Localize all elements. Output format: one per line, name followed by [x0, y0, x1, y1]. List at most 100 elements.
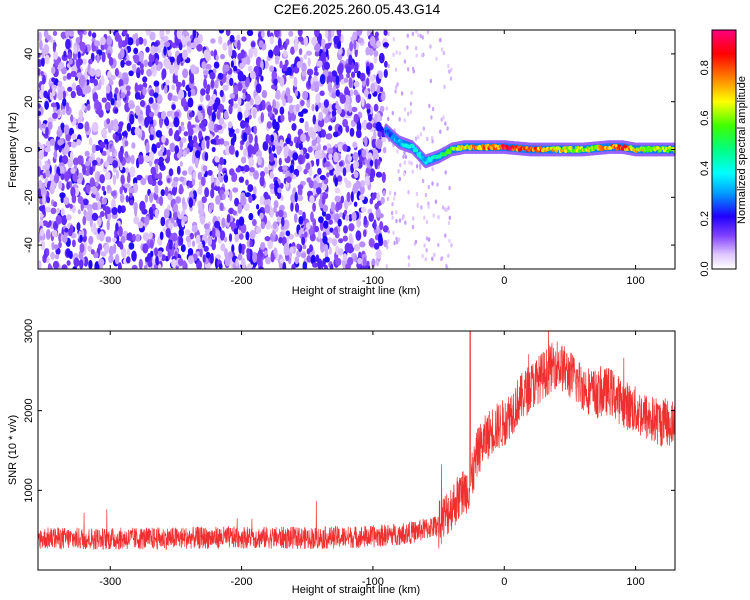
- spectrogram-noise-speck: [347, 155, 352, 162]
- spectrogram-noise-speck: [228, 233, 233, 242]
- spectrogram-noise-speck: [196, 43, 203, 52]
- spectrogram-noise-speck: [302, 244, 307, 250]
- spectrogram-noise-speck: [357, 37, 364, 43]
- spectrogram-noise-speck: [103, 132, 107, 140]
- y-tick-label: 40: [23, 48, 35, 60]
- spectrogram-noise-speck: [302, 261, 308, 269]
- spectrogram-noise-speck: [439, 37, 442, 43]
- x-tick-label: 0: [501, 275, 507, 287]
- spectrogram-noise-speck: [140, 100, 146, 107]
- spectrogram-noise-speck: [301, 236, 306, 246]
- spectrogram-noise-speck: [161, 135, 166, 144]
- spectrogram-noise-speck: [392, 230, 395, 235]
- spectrogram-noise-speck: [416, 202, 420, 207]
- spectrogram-noise-speck: [361, 97, 365, 107]
- spectrogram-noise-speck: [369, 168, 376, 179]
- spectrogram-noise-speck: [240, 257, 246, 269]
- spectrogram-noise-speck: [133, 54, 140, 64]
- spectrogram-noise-speck: [197, 171, 203, 181]
- spectrogram-noise-speck: [86, 103, 91, 111]
- spectrogram-noise-speck: [298, 216, 304, 225]
- spectrogram-noise-speck: [423, 243, 426, 248]
- spectrogram-noise-speck: [164, 186, 169, 197]
- spectrogram-noise-speck: [327, 34, 331, 42]
- spectrogram-noise-speck: [62, 90, 66, 99]
- spectrogram-noise-speck: [79, 234, 83, 242]
- spectrogram-noise-speck: [277, 187, 282, 194]
- spectrogram-noise-speck: [421, 35, 424, 40]
- spectrogram-noise-speck: [171, 95, 178, 102]
- spectrogram-noise-speck: [381, 137, 387, 143]
- spectrogram-noise-speck: [193, 37, 200, 46]
- spectrogram-ridge-core: [538, 146, 543, 150]
- spectrogram-noise-speck: [108, 80, 114, 86]
- spectrogram-noise-speck: [362, 256, 367, 267]
- spectrogram-noise-speck: [335, 245, 340, 255]
- spectrogram-noise-speck: [337, 144, 343, 153]
- spectrogram-noise-speck: [274, 121, 280, 132]
- spectrogram-noise-speck: [139, 63, 144, 70]
- spectrogram-noise-speck: [245, 93, 251, 102]
- spectrogram-noise-speck: [153, 80, 160, 87]
- spectrogram-noise-speck: [398, 117, 401, 122]
- spectrogram-noise-speck: [220, 53, 225, 60]
- spectrogram-noise-speck: [409, 109, 413, 115]
- spectrogram-noise-speck: [56, 207, 60, 214]
- spectrogram-noise-speck: [57, 80, 63, 88]
- spectrogram-noise-speck: [89, 217, 94, 228]
- spectrogram-noise-speck: [127, 37, 134, 46]
- spectrogram-noise-speck: [167, 222, 173, 228]
- spectrogram-noise-speck: [425, 248, 428, 253]
- spectrogram-noise-speck: [229, 215, 234, 223]
- spectrogram-noise-speck: [209, 72, 216, 80]
- spectrogram-noise-speck: [304, 120, 309, 132]
- spectrogram-noise-speck: [219, 89, 224, 98]
- spectrogram-noise-speck: [411, 169, 414, 174]
- spectrogram-noise-speck: [62, 75, 67, 82]
- spectrogram-noise-speck: [182, 170, 188, 176]
- spectrogram-noise-speck: [169, 142, 176, 153]
- spectrogram-noise-speck: [306, 68, 314, 76]
- spectrogram-noise-speck: [205, 94, 211, 101]
- spectrogram-noise-speck: [415, 30, 418, 34]
- spectrogram-noise-speck: [264, 236, 271, 242]
- spectrogram-noise-speck: [91, 37, 96, 43]
- spectrogram-noise-speck: [283, 149, 288, 159]
- spectrogram-noise-speck: [331, 109, 337, 117]
- spectrogram-noise-speck: [213, 102, 218, 113]
- spectrogram-noise-speck: [182, 68, 189, 79]
- spectrogram-noise-speck: [120, 60, 125, 68]
- spectrogram-noise-speck: [218, 117, 225, 126]
- spectrogram-noise-speck: [89, 166, 94, 176]
- spectrogram-noise-speck: [126, 247, 131, 256]
- spectrogram-noise-speck: [164, 58, 171, 70]
- spectrogram-noise-speck: [66, 260, 71, 266]
- spectrogram-noise-speck: [94, 68, 102, 77]
- spectrogram-noise-speck: [269, 207, 274, 218]
- snr-frame: [37, 330, 676, 571]
- spectrogram-noise-speck: [104, 206, 111, 213]
- spectrogram-noise-speck: [233, 84, 239, 95]
- spectrogram-noise-speck: [45, 126, 49, 137]
- spectrogram-noise-speck: [248, 49, 254, 59]
- spectrogram-noise-speck: [50, 251, 55, 260]
- spectrogram-noise-speck: [300, 133, 307, 143]
- spectrogram-noise-speck: [355, 230, 362, 241]
- spectrogram-noise-speck: [434, 199, 438, 204]
- spectrogram-noise-speck: [387, 63, 390, 69]
- spectrogram-noise-speck: [51, 241, 55, 251]
- spectrogram-noise-speck: [283, 42, 288, 51]
- spectrogram-noise-speck: [376, 40, 381, 48]
- spectrogram-noise-speck: [210, 79, 215, 89]
- spectrogram-noise-speck: [174, 37, 180, 47]
- spectrogram-noise-speck: [95, 181, 99, 187]
- spectrogram-noise-speck: [143, 155, 150, 163]
- spectrogram-noise-speck: [259, 195, 265, 206]
- spectrogram-noise-speck: [361, 149, 367, 158]
- spectrogram-noise-speck: [234, 232, 240, 243]
- spectrogram-noise-speck: [279, 258, 285, 264]
- spectrogram-noise-speck: [40, 239, 46, 251]
- spectrogram-noise-speck: [324, 30, 329, 38]
- spectrogram-noise-speck: [249, 70, 256, 80]
